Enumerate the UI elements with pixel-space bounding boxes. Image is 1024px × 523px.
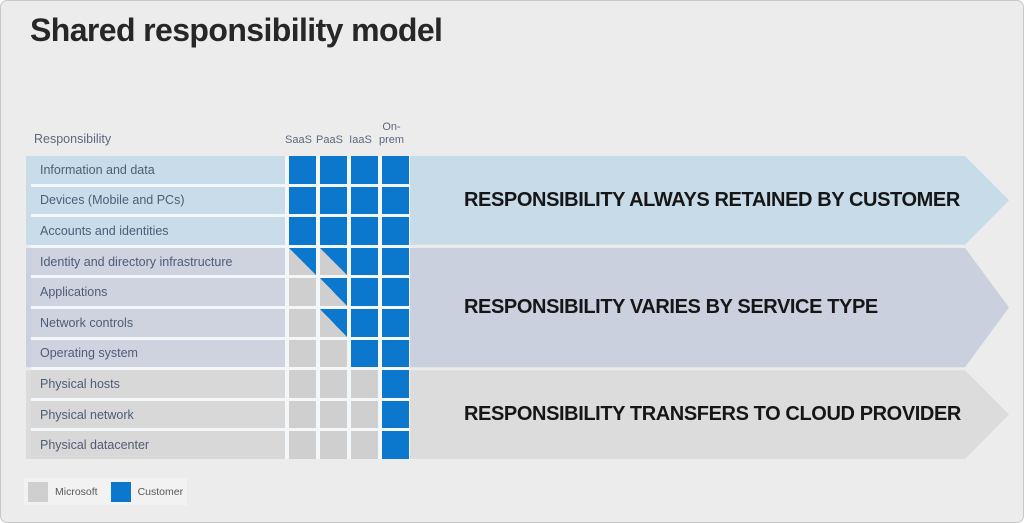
- cell-microsoft: [289, 400, 316, 429]
- cell-customer: [351, 186, 378, 215]
- band-label: RESPONSIBILITY ALWAYS RETAINED BY CUSTOM…: [464, 188, 960, 211]
- cell-customer: [320, 156, 347, 184]
- cell-customer: [382, 370, 409, 398]
- cell-customer: [289, 217, 316, 245]
- row-label: Operating system: [31, 339, 285, 368]
- cell-customer: [320, 217, 347, 245]
- row-label: Devices (Mobile and PCs): [31, 186, 285, 215]
- cell-customer: [382, 217, 409, 245]
- cell-microsoft: [320, 370, 347, 398]
- cell-customer: [289, 156, 316, 184]
- cell-microsoft: [351, 370, 378, 398]
- cell-customer: [289, 186, 316, 215]
- cell-microsoft: [351, 431, 378, 459]
- cell-shared: [289, 247, 316, 276]
- cell-microsoft: [320, 400, 347, 429]
- cell-microsoft: [289, 370, 316, 398]
- band-label: RESPONSIBILITY TRANSFERS TO CLOUD PROVID…: [464, 403, 961, 426]
- row-label: Network controls: [31, 309, 285, 337]
- legend-label: Microsoft: [55, 485, 98, 498]
- column-header-responsibility: Responsibility: [34, 132, 112, 146]
- cell-customer: [382, 186, 409, 215]
- cell-microsoft: [320, 431, 347, 459]
- cell-customer: [382, 400, 409, 429]
- table-row: Physical datacenter: [31, 431, 409, 459]
- cell-customer: [382, 309, 409, 337]
- cell-microsoft: [289, 339, 316, 368]
- cell-customer: [382, 278, 409, 306]
- cell-customer: [320, 186, 347, 215]
- cell-customer: [351, 217, 378, 245]
- cell-shared: [320, 309, 347, 337]
- table-row: Accounts and identities: [31, 217, 409, 245]
- page-title: Shared responsibility model: [30, 12, 443, 48]
- legend-label: Customer: [137, 485, 184, 498]
- row-label: Accounts and identities: [31, 217, 285, 245]
- table-row: Operating system: [31, 339, 409, 368]
- row-label: Physical network: [31, 400, 285, 429]
- cell-shared: [320, 247, 347, 276]
- band-label: RESPONSIBILITY VARIES BY SERVICE TYPE: [464, 295, 878, 318]
- cell-customer: [382, 431, 409, 459]
- cell-customer: [351, 247, 378, 276]
- column-header-saas: SaaS: [285, 133, 312, 146]
- cell-customer: [351, 309, 378, 337]
- cell-microsoft: [320, 339, 347, 368]
- column-header-on-prem: On-prem: [378, 121, 405, 146]
- cell-customer: [351, 339, 378, 368]
- table-row: Network controls: [31, 309, 409, 337]
- table-row: Devices (Mobile and PCs): [31, 186, 409, 215]
- row-label: Information and data: [31, 156, 285, 184]
- column-header-paas: PaaS: [316, 133, 343, 146]
- row-label: Applications: [31, 278, 285, 306]
- service-column-headers: SaaS PaaS IaaS On-prem: [285, 121, 409, 149]
- cell-microsoft: [289, 309, 316, 337]
- cell-customer: [351, 156, 378, 184]
- legend-swatch-microsoft: [28, 481, 48, 502]
- cell-customer: [382, 247, 409, 276]
- column-header-iaas: IaaS: [349, 133, 372, 146]
- cell-microsoft: [289, 278, 316, 306]
- row-label: Physical hosts: [31, 370, 285, 398]
- table-row: Physical hosts: [31, 370, 409, 398]
- cell-microsoft: [289, 431, 316, 459]
- table-row: Applications: [31, 278, 409, 306]
- table-row: Physical network: [31, 400, 409, 429]
- cell-customer: [382, 339, 409, 368]
- cell-customer: [351, 278, 378, 306]
- cell-customer: [382, 156, 409, 184]
- legend-swatch-customer: [110, 481, 131, 502]
- responsibility-table-rows: Information and data Devices (Mobile and …: [31, 156, 410, 459]
- cell-microsoft: [351, 400, 378, 429]
- row-label: Physical datacenter: [31, 431, 285, 459]
- legend: Microsoft Customer: [24, 478, 187, 505]
- table-header: Responsibility SaaS PaaS IaaS On-prem: [26, 107, 410, 149]
- row-label: Identity and directory infrastructure: [31, 247, 285, 276]
- table-row: Information and data: [31, 156, 409, 184]
- table-row: Identity and directory infrastructure: [31, 247, 409, 276]
- cell-shared: [320, 278, 347, 306]
